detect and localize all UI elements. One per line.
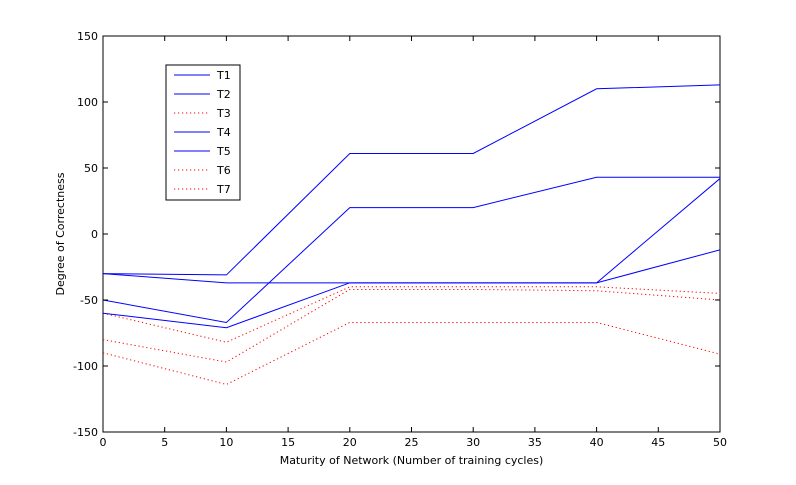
- x-tick-label: 20: [343, 436, 357, 449]
- y-tick-label: 0: [91, 228, 98, 241]
- x-tick-label: 15: [281, 436, 295, 449]
- x-tick-label: 5: [161, 436, 168, 449]
- legend-entry: T1: [216, 69, 231, 82]
- x-tick-label: 45: [651, 436, 665, 449]
- series-line-t6: [103, 288, 720, 363]
- legend-entry: T3: [216, 107, 231, 120]
- x-tick-label: 35: [528, 436, 542, 449]
- x-tick-label: 10: [219, 436, 233, 449]
- x-tick-label: 0: [100, 436, 107, 449]
- y-tick-label: 150: [77, 30, 98, 43]
- x-tick-label: 30: [466, 436, 480, 449]
- x-tick-label: 40: [590, 436, 604, 449]
- legend-entry: T2: [216, 88, 231, 101]
- legend-entry: T7: [216, 183, 231, 196]
- legend-entry: T5: [216, 145, 231, 158]
- x-tick-label: 25: [405, 436, 419, 449]
- plot-area: 0 5 10 15 20 25 30 35 40 45 50 -150 -100 -50 0 50 100 150…: [73, 30, 727, 449]
- legend: T1 T2 T3 T4 T5 T6 T7: [165, 64, 241, 201]
- y-tick-label: -100: [73, 360, 98, 373]
- y-tick-label: 50: [84, 162, 98, 175]
- series-group: [103, 84, 720, 386]
- y-tick-label: -50: [80, 294, 98, 307]
- y-tick-label: 100: [77, 96, 98, 109]
- y-axis-label: Degree of Correctness: [54, 172, 67, 295]
- x-tick-label: 50: [713, 436, 727, 449]
- y-tick-label: -150: [73, 426, 98, 439]
- series-line-t2: [103, 176, 720, 323]
- x-axis-label: Maturity of Network (Number of training …: [280, 454, 544, 467]
- legend-entry: T6: [216, 164, 231, 177]
- series-line-t1: [103, 84, 720, 276]
- legend-entry: T4: [216, 126, 231, 139]
- series-line-t5: [103, 249, 720, 329]
